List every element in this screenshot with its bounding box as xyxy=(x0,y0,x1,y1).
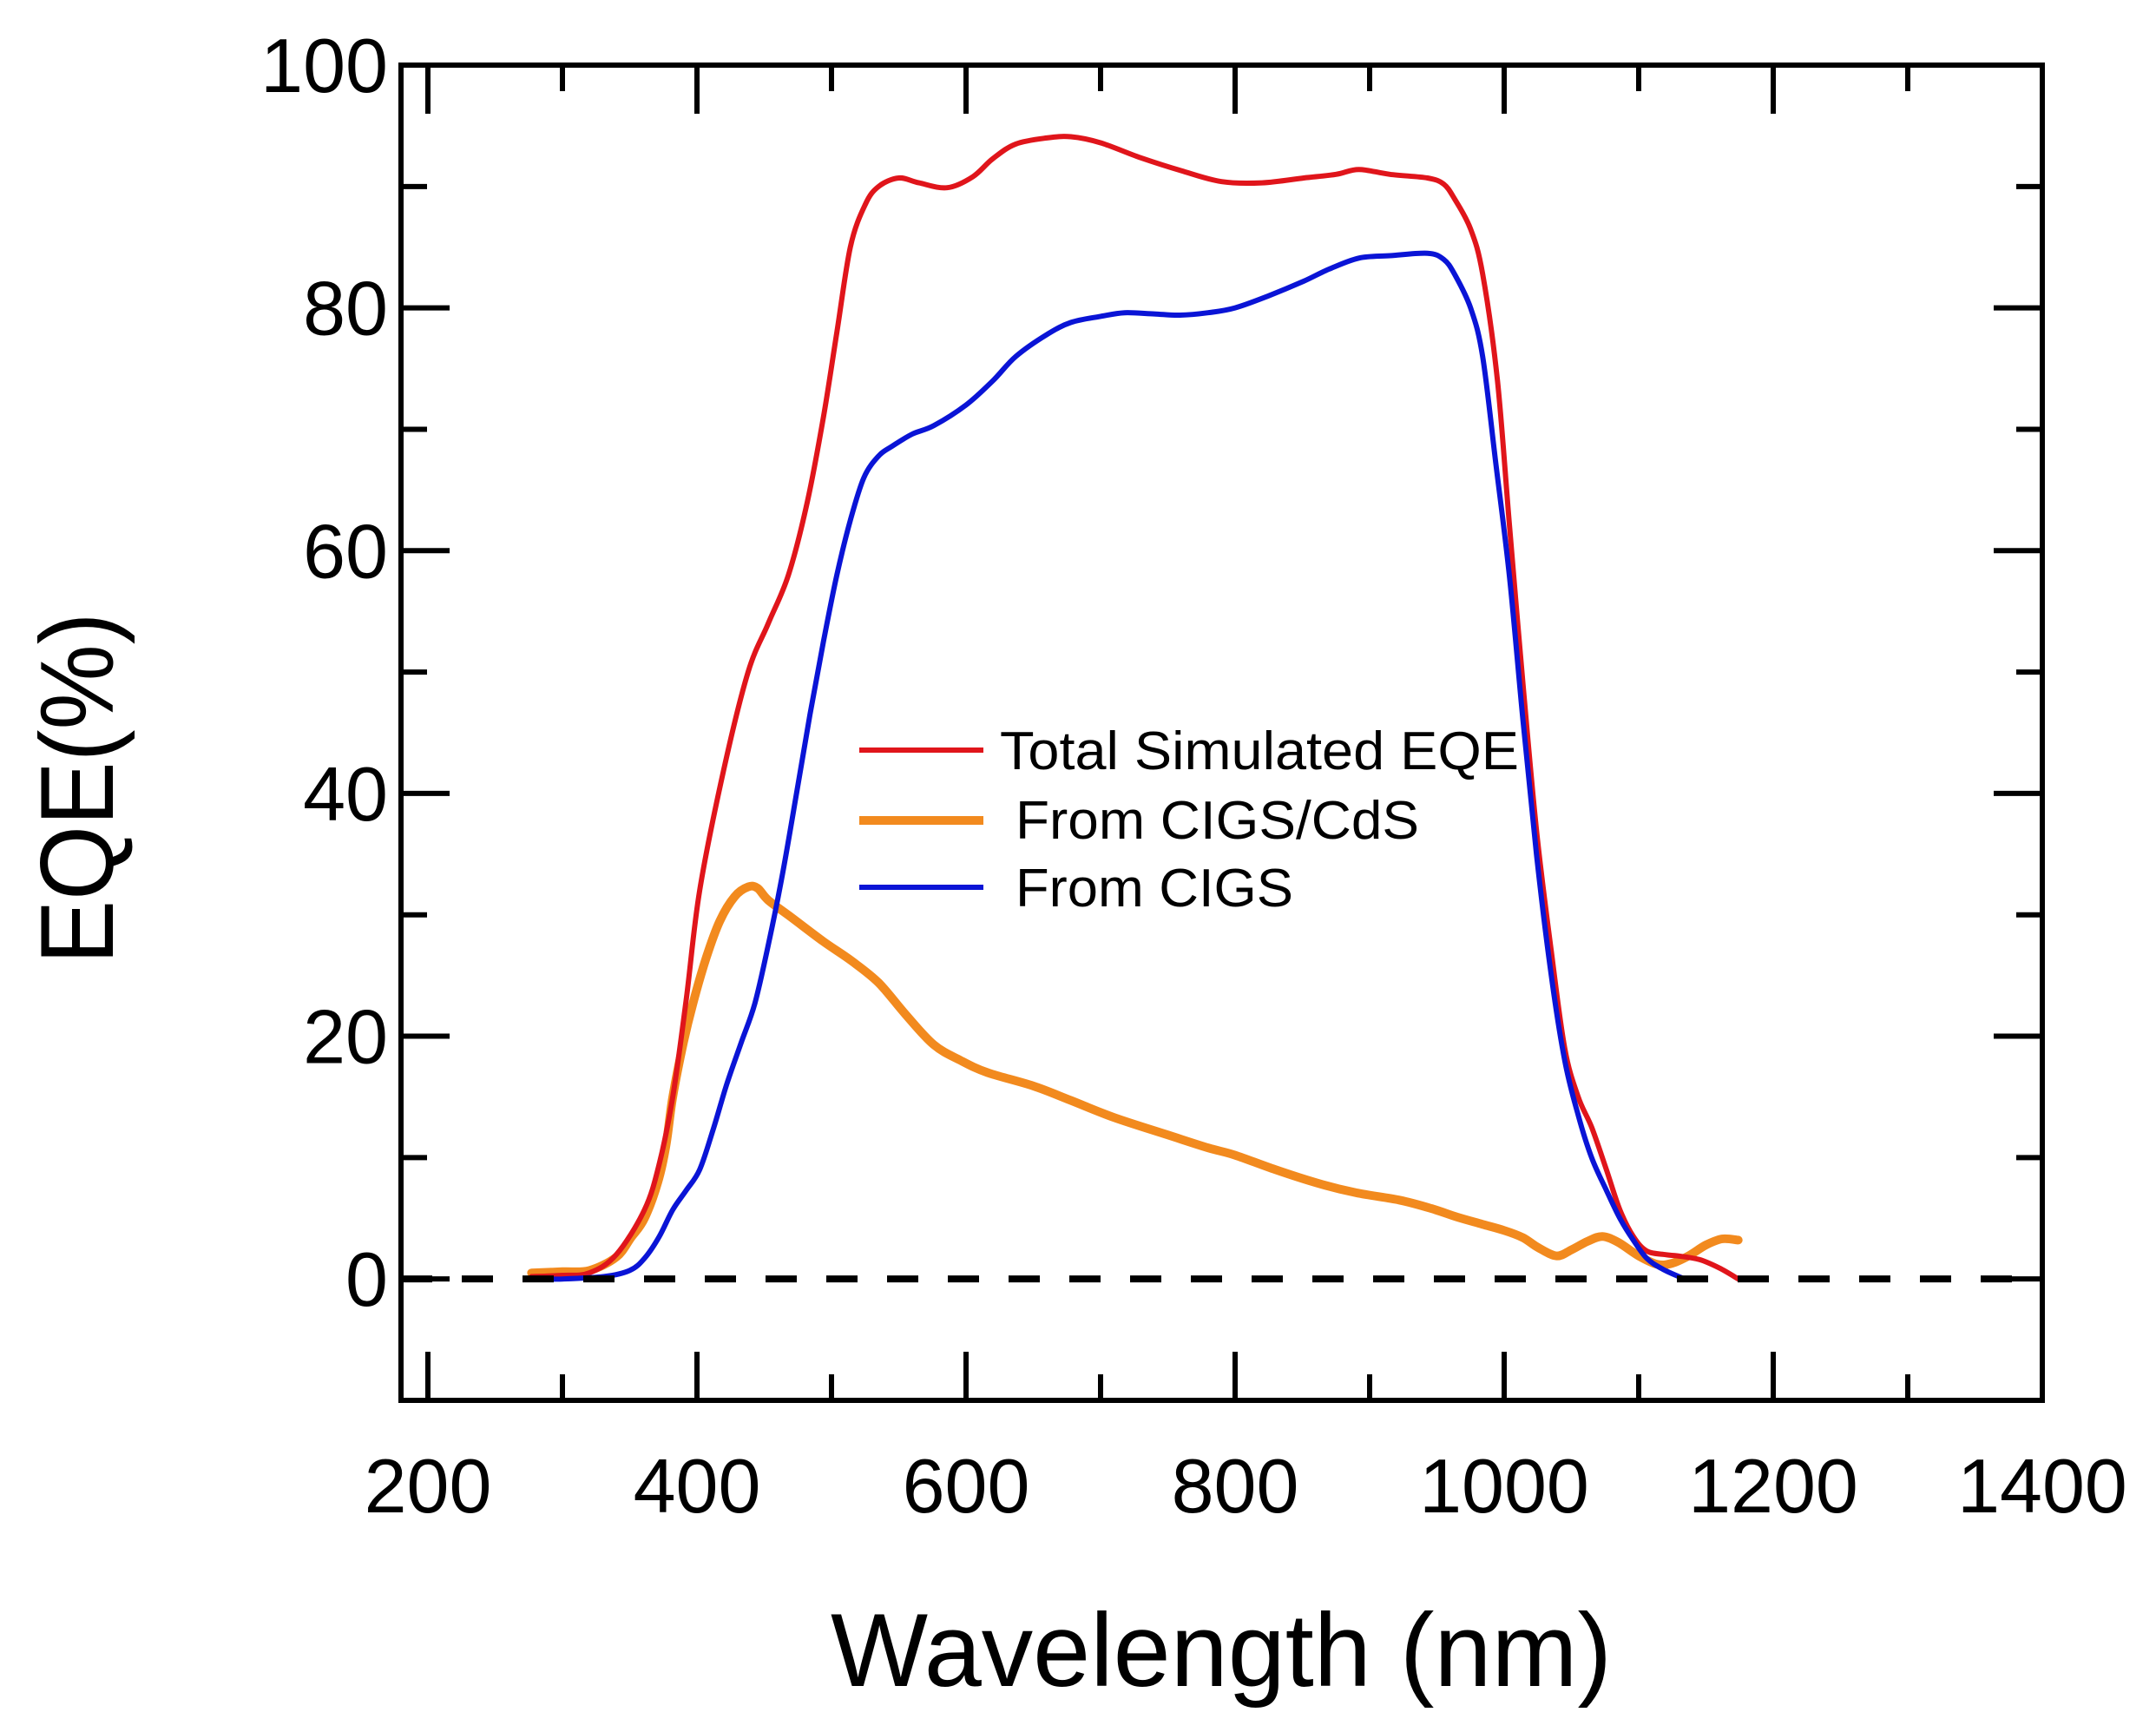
y-tick-label: 0 xyxy=(345,1236,388,1322)
x-tick-label: 200 xyxy=(365,1443,492,1529)
y-tick-labels: 0 20 40 60 80 100 xyxy=(260,23,388,1322)
y-tick-label: 100 xyxy=(260,23,388,109)
legend-label-cigs: From CIGS xyxy=(1016,859,1293,919)
plot-frame xyxy=(398,63,2045,1403)
x-axis-title: Wavelength (nm) xyxy=(831,1592,1612,1709)
x-tick-label: 1000 xyxy=(1419,1443,1589,1529)
x-tick-label: 1400 xyxy=(1957,1443,2127,1529)
plot-area xyxy=(398,63,2045,1403)
y-tick-label: 20 xyxy=(303,994,388,1080)
series-from-cigs xyxy=(529,250,1687,1282)
x-tick-label: 600 xyxy=(903,1443,1030,1529)
x-tick-label: 800 xyxy=(1172,1443,1299,1529)
legend-label-total: Total Simulated EQE xyxy=(1000,721,1519,781)
x-tick-label: 400 xyxy=(634,1443,761,1529)
y-tick-label: 40 xyxy=(303,751,388,837)
legend: Total Simulated EQE From CIGS/CdS From C… xyxy=(859,721,1519,919)
x-tick-label: 1200 xyxy=(1688,1443,1858,1529)
axis-ticks xyxy=(401,63,2045,1403)
series-total-simulated-eqe xyxy=(529,134,1741,1282)
x-tick-labels: 200 400 600 800 1000 1200 1400 xyxy=(365,1443,2127,1529)
y-tick-label: 80 xyxy=(303,266,388,352)
y-axis-title: EQE(%) xyxy=(19,613,135,965)
series-layer xyxy=(527,134,1743,1282)
legend-label-cigs-cds: From CIGS/CdS xyxy=(1016,791,1419,851)
y-tick-label: 60 xyxy=(303,508,388,594)
